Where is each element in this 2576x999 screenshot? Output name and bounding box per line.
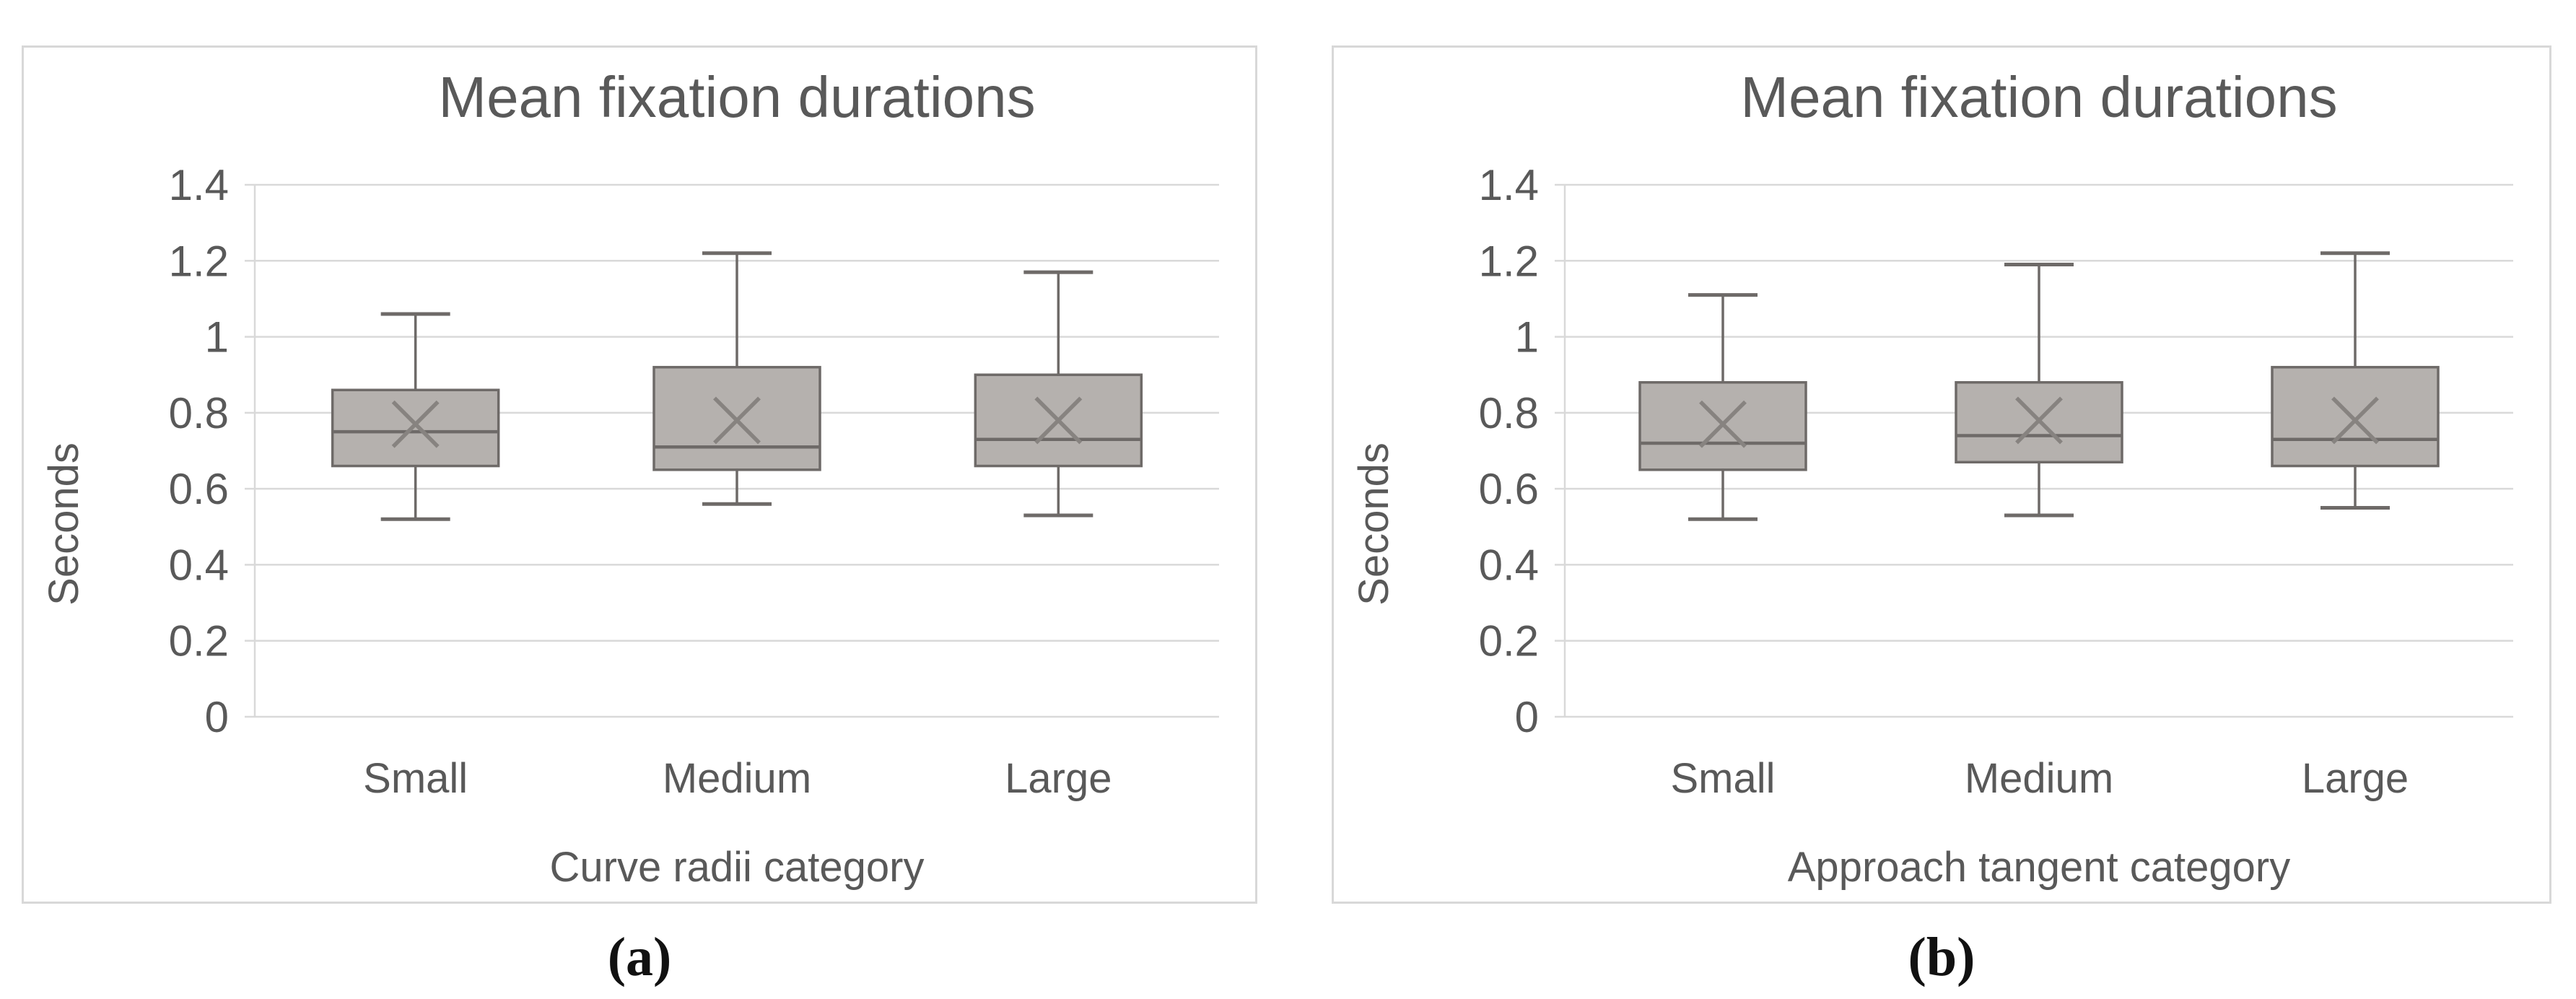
y-tick-label: 0.2 <box>169 617 229 666</box>
mean-x-marker <box>713 396 761 445</box>
x-category-label: Medium <box>663 755 811 802</box>
chart-title: Mean fixation durations <box>1740 65 2337 129</box>
y-axis-title: Seconds <box>1350 442 1397 606</box>
y-tick-label: 0 <box>205 693 229 741</box>
y-tick-label: 0 <box>1515 693 1539 741</box>
y-tick-label: 0.2 <box>1479 617 1539 666</box>
chart-title: Mean fixation durations <box>438 65 1035 129</box>
y-tick-label: 1 <box>205 313 229 362</box>
y-axis-title: Seconds <box>40 442 87 606</box>
figure-caption-b: (b) <box>1908 927 1975 987</box>
y-tick-label: 0.6 <box>169 465 229 513</box>
y-tick-label: 1 <box>1515 313 1539 362</box>
x-category-label: Medium <box>1965 755 2113 802</box>
mean-x-marker <box>2331 396 2379 445</box>
boxplot-chart-approach-tangent: 1.4 1.2 1 0.8 0.6 0.4 0.2 0 Mean fixation durati… <box>1350 65 2513 891</box>
x-category-label: Small <box>1670 755 1775 802</box>
figure-caption-a: (a) <box>607 927 672 987</box>
box-whisker-large <box>2271 251 2440 510</box>
y-tick-label: 0.8 <box>169 389 229 437</box>
box-whisker-large <box>974 270 1143 518</box>
mean-x-marker <box>1699 400 1747 448</box>
mean-x-marker <box>2015 396 2063 445</box>
boxplot-panel-b: 1.4 1.2 1 0.8 0.6 0.4 0.2 0 Mean fixation durati… <box>1332 45 2551 904</box>
box-whisker-small <box>1638 293 1807 521</box>
iqr-box <box>331 388 500 468</box>
mean-x-marker <box>1034 396 1083 445</box>
x-axis-title: Curve radii category <box>550 844 925 891</box>
box-whisker-medium <box>652 251 821 506</box>
y-tick-label: 0.6 <box>1479 465 1539 513</box>
x-category-label: Large <box>1005 755 1112 802</box>
y-tick-label: 1.2 <box>169 237 229 285</box>
x-category-label: Large <box>2302 755 2409 802</box>
y-tick-label: 0.4 <box>169 541 229 589</box>
y-tick-label: 0.8 <box>1479 389 1539 437</box>
y-tick-label: 1.4 <box>1479 161 1539 209</box>
y-tick-label: 1.4 <box>169 161 229 209</box>
iqr-box <box>2271 365 2440 468</box>
box-whisker-medium <box>1955 263 2123 518</box>
x-category-label: Small <box>363 755 468 802</box>
mean-x-marker <box>391 400 440 448</box>
y-tick-label: 1.2 <box>1479 237 1539 285</box>
box-whisker-small <box>331 312 500 521</box>
boxplot-chart-curve-radii: 1.4 1.2 1 0.8 0.6 0.4 0.2 0 Mean fixation durati… <box>40 65 1219 891</box>
x-axis-title: Approach tangent category <box>1788 844 2290 891</box>
y-tick-label: 0.4 <box>1479 541 1539 589</box>
boxplot-panel-a: 1.4 1.2 1 0.8 0.6 0.4 0.2 0 Mean fixation durati… <box>22 45 1257 904</box>
